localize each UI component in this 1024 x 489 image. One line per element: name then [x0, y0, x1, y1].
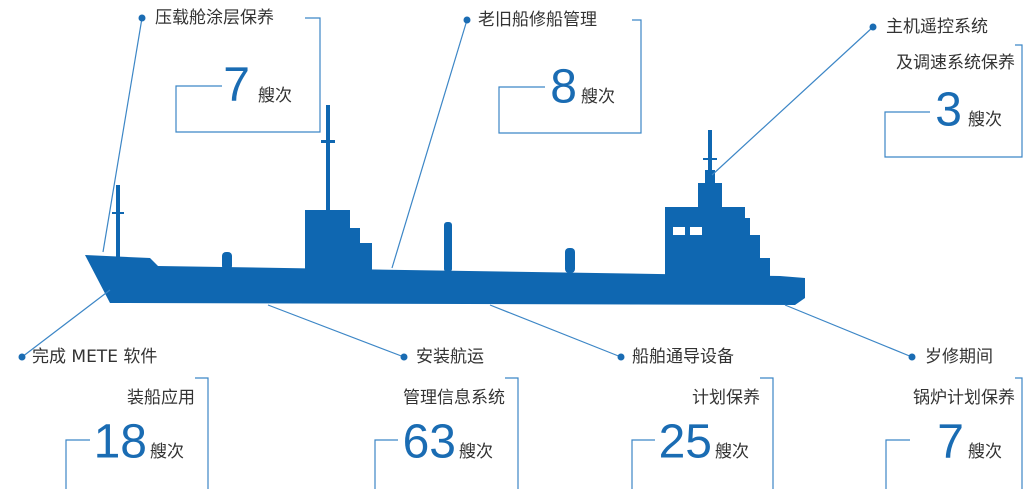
- callout-dot: [18, 353, 26, 361]
- callout-dot: [908, 353, 916, 361]
- callout-dot: [138, 14, 146, 22]
- callout-dot: [463, 16, 471, 24]
- bracket: [374, 377, 519, 489]
- unit: 艘次: [150, 442, 184, 462]
- callout-label: 主机遥控系统: [886, 17, 988, 37]
- callout-label: 老旧船修船管理: [478, 10, 597, 30]
- count: 25: [659, 416, 712, 469]
- count: 7: [937, 416, 964, 469]
- bracket: [65, 377, 209, 489]
- count: 7: [223, 59, 250, 112]
- bracket: [175, 17, 321, 133]
- leader-line: [267, 304, 405, 358]
- callout-label: 锅炉计划保养: [913, 388, 1015, 408]
- callout-label: 计划保养: [692, 388, 760, 408]
- callout-dot: [617, 353, 625, 361]
- leader-line: [489, 304, 622, 358]
- callout-label: 安装航运: [416, 347, 484, 367]
- unit: 艘次: [715, 442, 749, 462]
- leader-line: [711, 26, 874, 176]
- count: 63: [403, 416, 456, 469]
- unit: 艘次: [968, 110, 1002, 130]
- bracket: [631, 377, 774, 489]
- callout-dot: [400, 353, 408, 361]
- unit: 艘次: [581, 87, 615, 107]
- leader-line: [102, 17, 143, 253]
- callout-label: 船舶通导设备: [632, 347, 734, 367]
- callout-label: 及调速系统保养: [896, 53, 1015, 73]
- bracket: [885, 377, 1023, 489]
- count: 18: [94, 416, 147, 469]
- leader-line: [391, 19, 468, 269]
- callout-label: 完成 METE 软件: [32, 347, 157, 367]
- count: 3: [935, 84, 962, 137]
- unit: 艘次: [968, 442, 1002, 462]
- bracket: [884, 44, 1023, 158]
- unit: 艘次: [459, 442, 493, 462]
- ship: [85, 105, 805, 305]
- bracket: [498, 19, 642, 134]
- leader-line: [784, 304, 913, 358]
- callout-label: 压载舱涂层保养: [155, 8, 274, 28]
- unit: 艘次: [258, 86, 292, 106]
- callout: 老旧船修船管理 8 艘次: [391, 10, 642, 269]
- count: 8: [550, 61, 577, 114]
- callout-label: 岁修期间: [925, 347, 993, 367]
- leader-line: [21, 289, 111, 358]
- callout-label: 装船应用: [127, 388, 195, 408]
- callout-label: 管理信息系统: [403, 388, 505, 408]
- callout-dot: [869, 23, 877, 31]
- callout: 压载舱涂层保养 7 艘次: [102, 8, 321, 253]
